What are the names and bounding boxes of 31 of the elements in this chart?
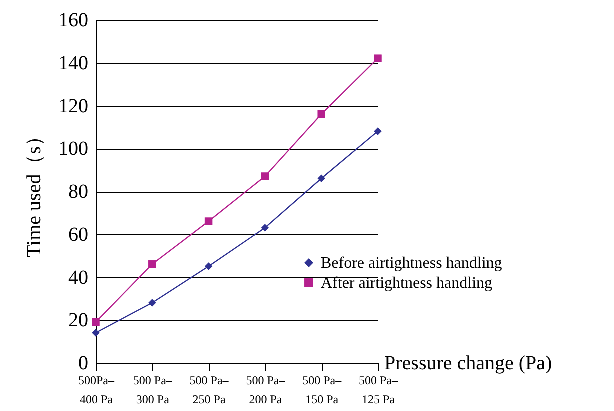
point <box>148 299 156 307</box>
point <box>204 218 213 226</box>
point <box>318 174 326 183</box>
y-tick-label: 140 <box>58 52 88 74</box>
point <box>92 329 100 337</box>
y-tick-label: 20 <box>68 310 88 332</box>
y-axis-title: Time used（s） <box>24 126 46 258</box>
legend-label: Before airtightness handling <box>321 255 502 272</box>
y-tick-label: 100 <box>58 138 88 160</box>
y-tick-label: 120 <box>58 95 88 118</box>
y-tick-label: 40 <box>68 266 88 289</box>
point <box>374 54 382 62</box>
x-tick-label: 500 Pa–250 Pa <box>190 374 230 406</box>
y-tick-label: 60 <box>68 224 88 246</box>
x-tick-label: 500Pa–400 Pa <box>78 374 116 406</box>
point <box>318 110 326 118</box>
legend-label: After airtightness handling <box>321 275 493 292</box>
point <box>261 224 270 232</box>
x-tick-label: 500 Pa–300 Pa <box>133 374 174 406</box>
x-axis-title: Pressure change (Pa) <box>384 352 552 374</box>
y-tick-label: 160 <box>58 10 88 32</box>
point <box>204 262 213 270</box>
point <box>92 318 100 326</box>
point <box>261 172 270 180</box>
y-tick-label: 80 <box>68 181 88 203</box>
point <box>374 128 382 136</box>
x-tick-label: 500 Pa–125 Pa <box>359 374 399 406</box>
y-tick-label: 0 <box>78 352 88 374</box>
point <box>148 260 156 268</box>
x-tick-label: 500 Pa–200 Pa <box>246 374 286 406</box>
x-tick-label: 500 Pa–150 Pa <box>302 374 343 406</box>
